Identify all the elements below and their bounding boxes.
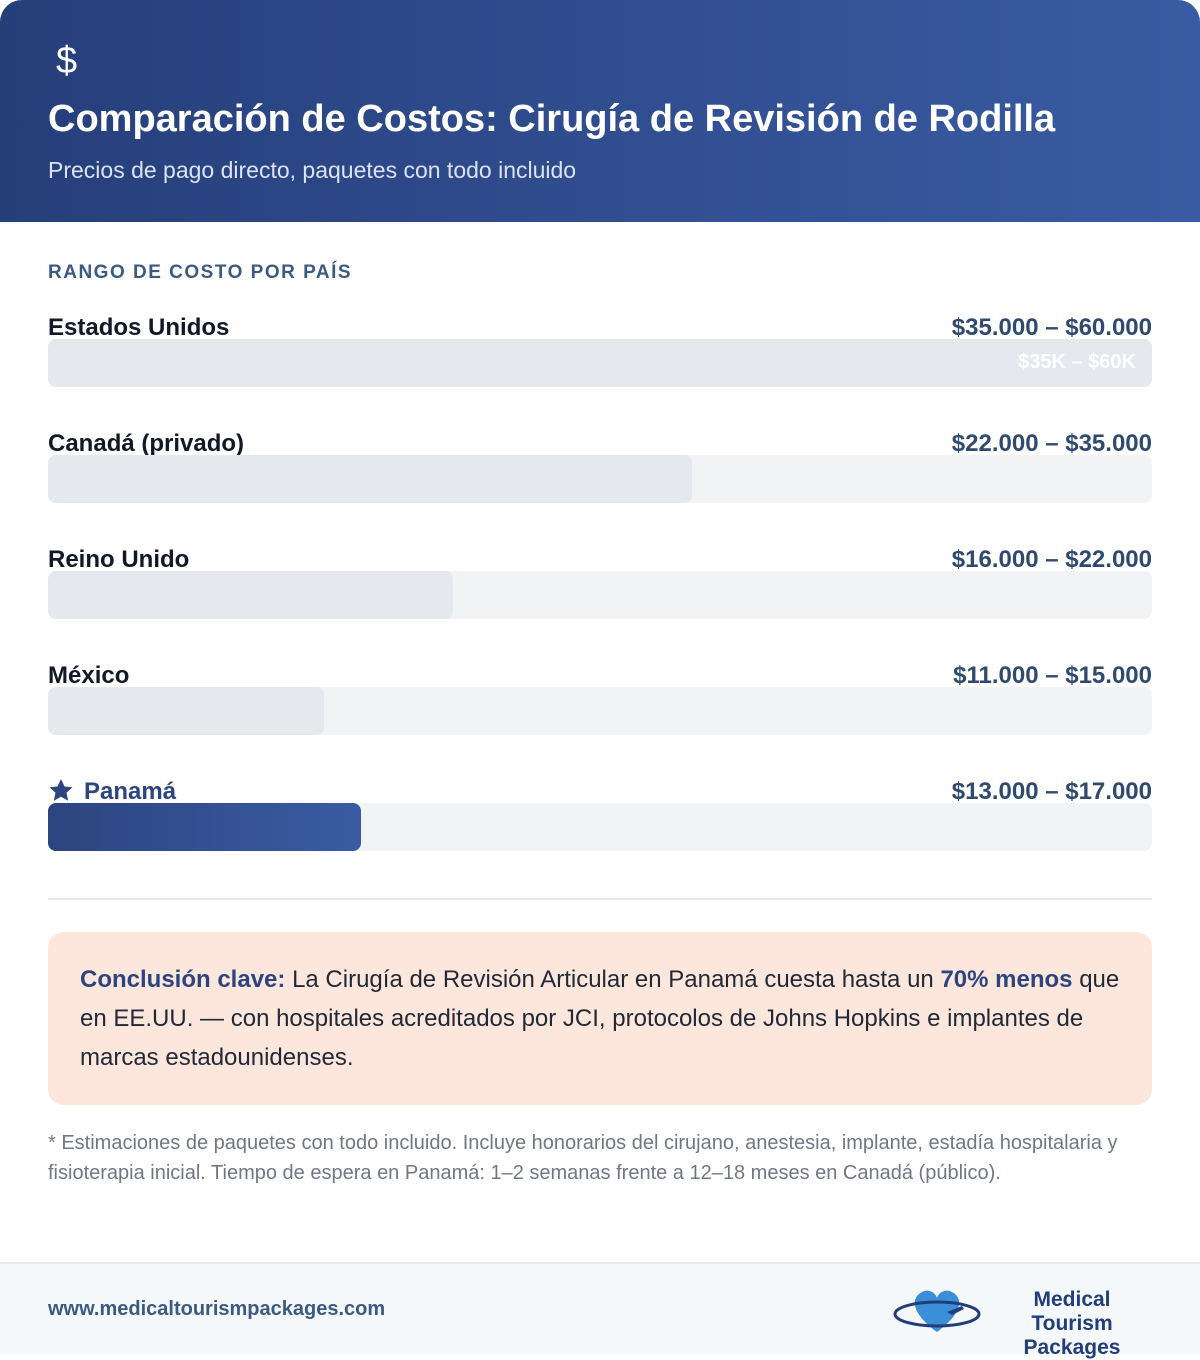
category-label: Panamá [48, 778, 176, 806]
bar-track [48, 687, 1152, 735]
bar-track [48, 571, 1152, 619]
conclusion-box: Conclusión clave: La Cirugía de Revisión… [48, 932, 1152, 1105]
footer: www.medicaltourismpackages.com Medical T… [0, 1262, 1200, 1359]
bar [48, 571, 453, 619]
bar [48, 455, 692, 503]
bar [48, 803, 361, 851]
logo: Medical Tourism Packages [892, 1284, 1152, 1359]
bar-track [48, 803, 1152, 851]
section-label: RANGO DE COSTO POR PAÍS [48, 262, 353, 283]
value-label: $13.000 – $17.000 [951, 778, 1152, 805]
conclusion-body: que en EE.UU. — con hospitales acreditad… [80, 966, 1120, 1071]
star-icon [49, 779, 73, 801]
category-text: Reino Unido [48, 546, 190, 573]
bar-track: $35K – $60K [48, 339, 1152, 387]
footnote: * Estimaciones de paquetes con todo incl… [48, 1132, 1118, 1184]
divider [48, 898, 1152, 900]
category-text: México [48, 662, 130, 689]
conclusion-text: Conclusión clave: La Cirugía de Revisión… [80, 960, 1120, 1077]
bar-label: $35K – $60K [1018, 351, 1136, 373]
dollar-icon: $ [56, 40, 78, 82]
subtitle: Precios de pago directo, paquetes con to… [48, 157, 577, 183]
category-text: Canadá (privado) [48, 430, 245, 457]
conclusion-highlight: 70% menos [940, 966, 1073, 993]
logo-line: Packages [1023, 1336, 1121, 1359]
value-label: $11.000 – $15.000 [953, 662, 1152, 689]
conclusion-body: La Cirugía de Revisión Articular en Pana… [292, 966, 934, 993]
value-label: $22.000 – $35.000 [951, 430, 1152, 457]
logo-text: Medical Tourism Packages [992, 1288, 1152, 1360]
logo-line: Medical Tourism [1031, 1288, 1113, 1335]
category-label: Reino Unido [48, 546, 189, 574]
value-label: $35.000 – $60.000 [951, 314, 1152, 341]
category-text: Panamá [84, 778, 177, 805]
bar-track [48, 455, 1152, 503]
conclusion-lead: Conclusión clave: [80, 966, 286, 993]
url[interactable]: www.medicaltourismpackages.com [48, 1298, 386, 1320]
category-label: Estados Unidos [48, 314, 229, 342]
title: Comparación de Costos: Cirugía de Revisi… [48, 98, 1056, 140]
category-label: Canadá (privado) [48, 430, 244, 458]
header: $ Comparación de Costos: Cirugía de Revi… [0, 0, 1200, 222]
category-label: México [48, 662, 129, 690]
value-label: $16.000 – $22.000 [951, 546, 1152, 573]
logo-icon [893, 1290, 981, 1332]
category-text: Estados Unidos [48, 314, 230, 341]
bar: $35K – $60K [48, 339, 1152, 387]
bar [48, 687, 324, 735]
